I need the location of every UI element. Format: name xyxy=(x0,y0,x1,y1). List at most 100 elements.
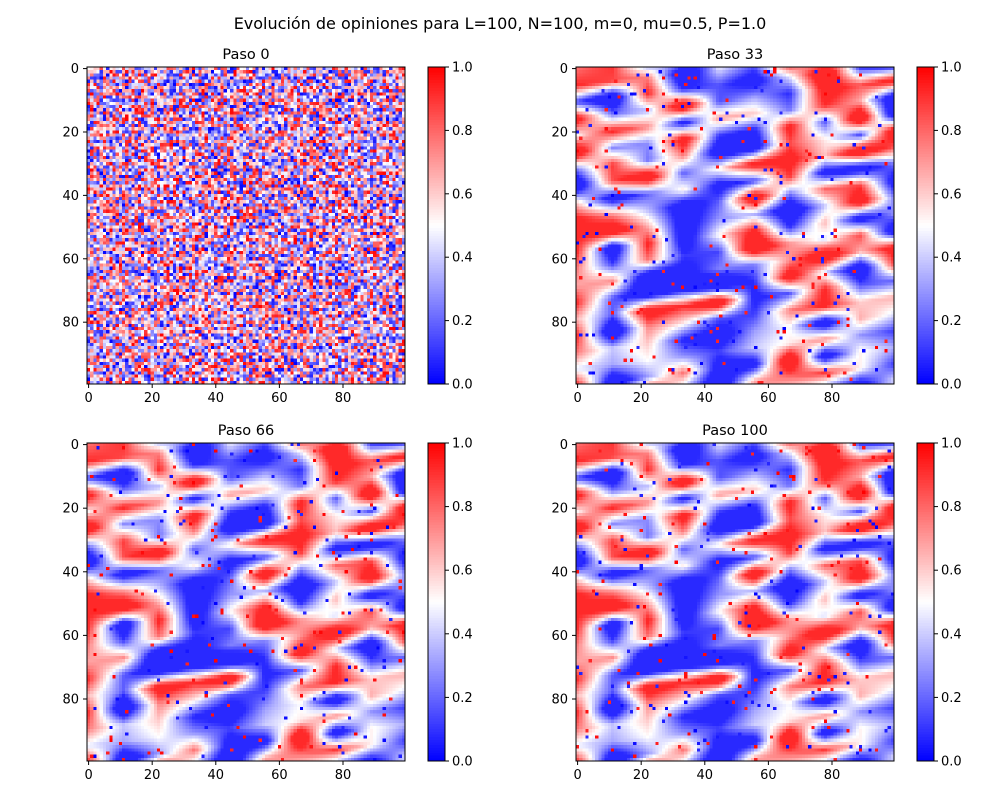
heatmap-cell xyxy=(347,184,352,188)
heatmap-cell xyxy=(239,79,244,84)
heatmap-cell xyxy=(169,127,174,131)
heatmap-cell xyxy=(160,206,164,210)
heatmap-cell xyxy=(226,174,231,179)
heatmap-cell xyxy=(99,73,104,77)
heatmap-cell xyxy=(99,98,104,103)
heatmap-cell xyxy=(207,111,212,115)
heatmap-cell xyxy=(315,130,320,134)
heatmap-cell xyxy=(163,168,167,172)
heatmap-cell xyxy=(306,177,310,182)
heatmap-cell xyxy=(331,89,336,93)
heatmap-cell xyxy=(395,158,399,163)
heatmap-cell xyxy=(293,155,298,160)
heatmap-cell xyxy=(220,184,224,188)
heatmap-cell xyxy=(370,190,374,195)
heatmap-cell xyxy=(112,181,116,185)
heatmap-cell xyxy=(401,187,406,191)
heatmap-cell xyxy=(220,111,224,115)
heatmap-cell xyxy=(188,184,193,188)
heatmap-cell xyxy=(373,73,377,77)
heatmap-cell xyxy=(185,184,190,188)
heatmap-cell xyxy=(121,206,126,210)
heatmap-cell xyxy=(141,70,145,74)
heatmap-cell xyxy=(176,139,180,144)
heatmap-cell xyxy=(90,222,94,226)
heatmap-cell xyxy=(357,212,361,217)
heatmap-cell xyxy=(309,168,314,172)
heatmap-cell xyxy=(325,177,329,182)
heatmap-cell xyxy=(328,124,333,128)
heatmap-cell xyxy=(338,209,342,214)
heatmap-cell xyxy=(312,105,317,109)
heatmap-cell xyxy=(284,174,288,179)
heatmap-cell xyxy=(195,193,199,198)
heatmap-cell xyxy=(87,187,91,191)
heatmap-cell xyxy=(331,143,336,147)
heatmap-cell xyxy=(261,193,266,198)
heatmap-cell xyxy=(306,152,310,157)
heatmap-cell xyxy=(392,146,396,150)
heatmap-cell xyxy=(147,120,151,125)
heatmap-cell xyxy=(379,86,383,90)
heatmap-cell xyxy=(300,136,304,141)
heatmap-cell xyxy=(363,187,368,191)
heatmap-cell xyxy=(128,108,132,112)
heatmap-cell xyxy=(201,171,205,176)
heatmap-cell xyxy=(230,130,234,134)
heatmap-cell xyxy=(338,92,342,96)
heatmap-cell xyxy=(96,215,100,220)
heatmap-cell xyxy=(121,193,126,198)
heatmap-cell xyxy=(354,190,358,195)
heatmap-cell xyxy=(90,212,94,217)
heatmap-cell xyxy=(211,200,215,204)
heatmap-cell xyxy=(121,177,126,182)
heatmap-cell xyxy=(249,158,253,163)
heatmap-cell xyxy=(137,181,142,185)
heatmap-cell xyxy=(350,215,355,220)
heatmap-cell xyxy=(239,133,244,137)
heatmap-cell xyxy=(153,162,158,166)
heatmap-cell xyxy=(300,92,304,96)
heatmap-cell xyxy=(344,152,349,157)
heatmap-cell xyxy=(236,130,240,134)
heatmap-cell xyxy=(255,165,259,169)
heatmap-cell xyxy=(347,152,352,157)
heatmap-cell xyxy=(341,70,345,74)
heatmap-cell xyxy=(382,95,387,99)
heatmap-cell xyxy=(144,89,148,93)
heatmap-cell xyxy=(277,215,282,220)
heatmap-cell xyxy=(319,82,323,87)
heatmap-cell xyxy=(303,193,307,198)
heatmap-cell xyxy=(389,86,393,90)
heatmap-cell xyxy=(303,200,307,204)
heatmap-cell xyxy=(385,70,390,74)
heatmap-cell xyxy=(280,184,285,188)
heatmap-cell xyxy=(144,206,148,210)
heatmap-cell xyxy=(160,76,164,80)
heatmap-cell xyxy=(179,165,183,169)
heatmap-cell xyxy=(370,136,374,141)
heatmap-cell xyxy=(169,215,174,220)
heatmap-cell xyxy=(261,168,266,172)
heatmap-cell xyxy=(125,73,129,77)
heatmap-cell xyxy=(373,136,377,141)
heatmap-cell xyxy=(137,139,142,144)
heatmap-cell xyxy=(389,181,393,185)
heatmap-cell xyxy=(280,76,285,80)
heatmap-cell xyxy=(201,130,205,134)
heatmap-cell xyxy=(277,114,282,118)
heatmap-cell xyxy=(141,171,145,176)
heatmap-cell xyxy=(153,89,158,93)
heatmap-cell xyxy=(233,82,237,87)
heatmap-cell xyxy=(290,203,294,207)
heatmap-cell xyxy=(303,149,307,153)
heatmap-cell xyxy=(150,190,155,195)
heatmap-cell xyxy=(109,149,113,153)
heatmap-cell xyxy=(319,92,323,96)
heatmap-cell xyxy=(319,171,323,176)
heatmap-cell xyxy=(102,146,107,150)
heatmap-cell xyxy=(223,95,228,99)
heatmap-cell xyxy=(99,136,104,141)
heatmap-cell xyxy=(331,95,336,99)
heatmap-cell xyxy=(188,89,193,93)
